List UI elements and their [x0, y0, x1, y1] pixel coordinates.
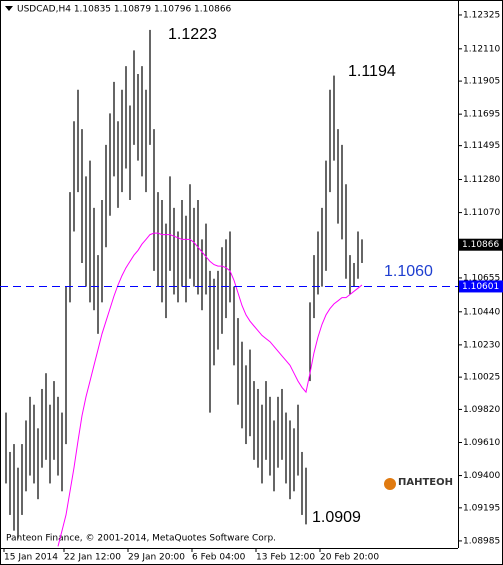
logo-icon: [384, 478, 396, 490]
y-tick-label: 1.12325: [463, 10, 500, 20]
annotation: 1.1194: [348, 63, 396, 80]
chart-header: USDCAD,H4 1.10835 1.10879 1.10796 1.1086…: [17, 5, 232, 15]
level-label: 1.10601: [462, 282, 499, 292]
moving-average: [57, 232, 363, 547]
y-tick-label: 1.10230: [463, 340, 500, 350]
y-tick-label: 1.08985: [463, 536, 500, 546]
x-tick-label: 22 Jan 12:00: [64, 553, 121, 563]
y-tick-label: 1.10655: [463, 273, 500, 283]
x-tick-label: 20 Feb 20:00: [320, 553, 379, 563]
current-price-box: [459, 238, 503, 251]
x-tick-label: 29 Jan 20:00: [128, 553, 185, 563]
y-tick-label: 1.09610: [463, 438, 500, 448]
x-tick-label: 15 Jan 2014: [4, 553, 58, 563]
y-tick-label: 1.11070: [463, 208, 500, 218]
y-tick-label: 1.11280: [463, 175, 500, 185]
y-tick-label: 1.10440: [463, 307, 500, 317]
footer: Panteon Finance, © 2001-2014, MetaQuotes…: [6, 534, 276, 544]
annotation: 1.0909: [312, 509, 361, 526]
annotation: 1.1223: [168, 26, 217, 43]
current-price-label: 1.10866: [462, 240, 499, 250]
x-tick-label: 6 Feb 04:00: [192, 553, 246, 563]
logo: ПАНТЕОН: [398, 477, 453, 488]
y-tick-label: 1.09400: [463, 471, 500, 481]
y-tick-label: 1.10025: [463, 373, 500, 383]
y-tick-label: 1.11695: [463, 110, 500, 120]
y-tick-label: 1.11495: [463, 141, 500, 151]
annotation: 1.1060: [384, 263, 433, 280]
y-tick-label: 1.09195: [463, 503, 500, 513]
menu-arrow[interactable]: [5, 6, 13, 11]
level-box: [459, 280, 503, 293]
y-tick-label: 1.12110: [463, 44, 500, 54]
y-tick-label: 1.09820: [463, 405, 500, 415]
y-tick-label: 1.11905: [463, 77, 500, 87]
x-tick-label: 13 Feb 12:00: [256, 553, 315, 563]
